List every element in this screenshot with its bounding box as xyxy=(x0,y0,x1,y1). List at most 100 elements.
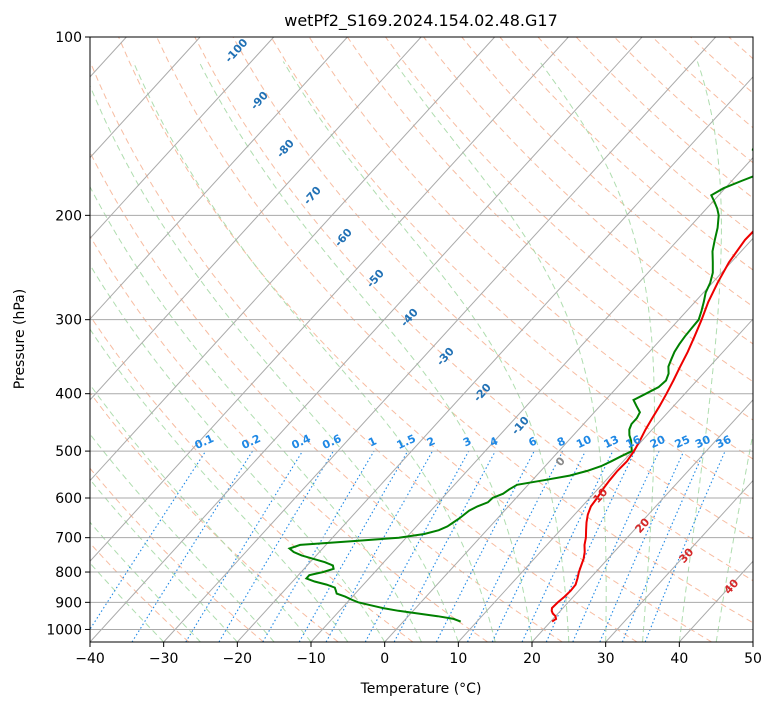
isotherm-line xyxy=(457,318,753,642)
dry-adiabat-line xyxy=(346,37,753,421)
mixing-ratio-label: 2 xyxy=(425,434,437,449)
mixing-ratio-label: 0.4 xyxy=(290,432,313,452)
dry-adiabat-label: -60 xyxy=(332,226,355,250)
moist-adiabat-line xyxy=(90,383,312,642)
moist-adiabat-label: 30 xyxy=(676,545,696,565)
mixing-ratio-label: 30 xyxy=(693,433,713,451)
y-tick-label: 100 xyxy=(55,30,82,46)
isotherm-line xyxy=(163,37,717,642)
dry-adiabat-label: -50 xyxy=(364,267,387,291)
dry-adiabat-line xyxy=(232,37,753,540)
dry-adiabat-line xyxy=(385,37,753,383)
dry-adiabat-line xyxy=(194,37,753,582)
moist-adiabat-line xyxy=(539,61,655,642)
dewpoint-series-line xyxy=(287,146,753,623)
mixing-ratio-label: 10 xyxy=(574,433,594,451)
dry-adiabat-line xyxy=(767,37,775,642)
dry-adiabat-line xyxy=(537,37,753,235)
moist-adiabat-line xyxy=(393,61,607,642)
isotherm-line xyxy=(90,37,348,320)
x-tick-label: 40 xyxy=(670,651,688,667)
dry-adiabat-line xyxy=(90,542,190,642)
dry-adiabat-line xyxy=(90,235,488,642)
background-lines xyxy=(90,37,775,642)
mixing-ratio-label: 13 xyxy=(602,433,621,451)
profile-lines xyxy=(287,146,753,623)
x-tick-label: 0 xyxy=(380,651,389,667)
moist-adiabat-line xyxy=(678,61,722,642)
mixing-ratio-line xyxy=(131,450,254,642)
dry-adiabat-label: -40 xyxy=(398,306,421,330)
dry-adiabat-label: -70 xyxy=(301,184,324,208)
moist-adiabat-line xyxy=(90,328,349,642)
mixing-ratio-line xyxy=(467,450,564,642)
isotherm-line xyxy=(90,37,569,562)
mixing-ratio-label: 1 xyxy=(366,434,378,449)
dry-adiabat-line xyxy=(90,391,339,642)
mixing-ratio-label: 0.2 xyxy=(240,432,263,452)
mixing-ratio-label: 3 xyxy=(461,434,473,449)
y-tick-label: 200 xyxy=(55,208,82,224)
y-axis: 100 200 300 400 500 600 700 800 900 1000 xyxy=(46,30,90,638)
dry-adiabat-label: -20 xyxy=(471,381,494,405)
isotherm-line xyxy=(90,37,275,240)
moist-adiabat-line xyxy=(198,61,533,642)
dry-adiabat-line xyxy=(90,151,563,642)
mixing-ratio-line xyxy=(364,450,470,642)
isotherm-line xyxy=(90,37,201,159)
x-axis-title: Temperature (°C) xyxy=(360,681,482,697)
isotherm-line xyxy=(752,641,753,642)
temperature-series-line xyxy=(550,230,753,623)
mixing-ratio-line xyxy=(393,450,496,642)
x-tick-label: 20 xyxy=(523,651,541,667)
y-tick-label: 700 xyxy=(55,531,82,547)
moist-adiabat-label: 20 xyxy=(632,515,652,535)
mixing-ratio-line xyxy=(621,450,705,642)
y-tick-label: 400 xyxy=(55,387,82,403)
dry-adiabat-label: -80 xyxy=(274,137,297,161)
y-tick-label: 600 xyxy=(55,491,82,507)
moist-adiabat-line xyxy=(90,185,422,642)
moist-adiabat-line xyxy=(90,263,386,642)
grid-lines xyxy=(90,37,753,642)
mixing-ratio-line xyxy=(325,450,433,642)
isotherm-line xyxy=(90,37,422,401)
moist-adiabat-line xyxy=(715,431,753,642)
chart-title: wetPf2_S169.2024.154.02.48.G17 xyxy=(284,11,558,31)
x-tick-label: 10 xyxy=(449,651,467,667)
x-tick-label: −40 xyxy=(75,651,105,667)
isotherm-line xyxy=(310,156,753,642)
mixing-ratio-label: 36 xyxy=(714,433,734,451)
moist-adiabat-line xyxy=(282,61,570,642)
y-tick-label: 800 xyxy=(55,565,82,581)
dry-adiabat-line xyxy=(423,37,753,345)
dry-adiabat-label: -10 xyxy=(509,414,532,438)
mixing-ratio-label: 16 xyxy=(624,433,644,451)
isotherm-line xyxy=(384,237,753,642)
mixing-ratio-line xyxy=(599,450,685,642)
mixing-ratio-line xyxy=(521,450,614,642)
dry-adiabat-line xyxy=(270,37,753,500)
dry-adiabat-line xyxy=(90,314,414,642)
mixing-ratio-label: 1.5 xyxy=(395,432,418,452)
dry-adiabat-line xyxy=(90,60,638,642)
mixing-ratio-label: 20 xyxy=(648,433,668,451)
y-tick-label: 1000 xyxy=(46,622,82,638)
isotherm-line xyxy=(90,37,643,642)
isotherm-line xyxy=(531,399,753,642)
y-tick-label: 900 xyxy=(55,595,82,611)
mixing-ratio-line xyxy=(262,450,375,642)
isotherm-line xyxy=(90,37,496,482)
x-tick-label: 50 xyxy=(744,651,762,667)
dry-adiabat-line xyxy=(690,37,753,94)
y-tick-label: 500 xyxy=(55,444,82,460)
dry-adiabat-line xyxy=(308,37,753,460)
plot-frame xyxy=(89,36,754,643)
mixing-ratio-label: 6 xyxy=(526,434,539,449)
mixing-ratio-label: 0.1 xyxy=(193,432,216,452)
mixing-ratio-line xyxy=(218,450,334,642)
dry-adiabat-line xyxy=(728,37,753,60)
isotherm-line xyxy=(236,76,753,642)
isotherm-line xyxy=(605,479,753,642)
